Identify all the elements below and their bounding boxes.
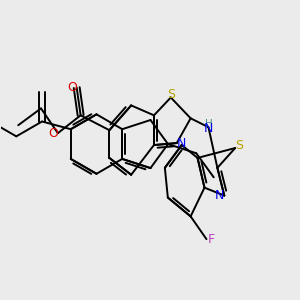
Text: H: H: [205, 118, 212, 129]
Text: N: N: [215, 189, 224, 202]
Text: N: N: [176, 136, 186, 150]
Text: O: O: [67, 81, 77, 94]
Text: S: S: [235, 139, 243, 152]
Text: O: O: [49, 127, 58, 140]
Text: N: N: [204, 122, 213, 135]
Text: F: F: [207, 233, 214, 246]
Text: S: S: [167, 88, 175, 101]
